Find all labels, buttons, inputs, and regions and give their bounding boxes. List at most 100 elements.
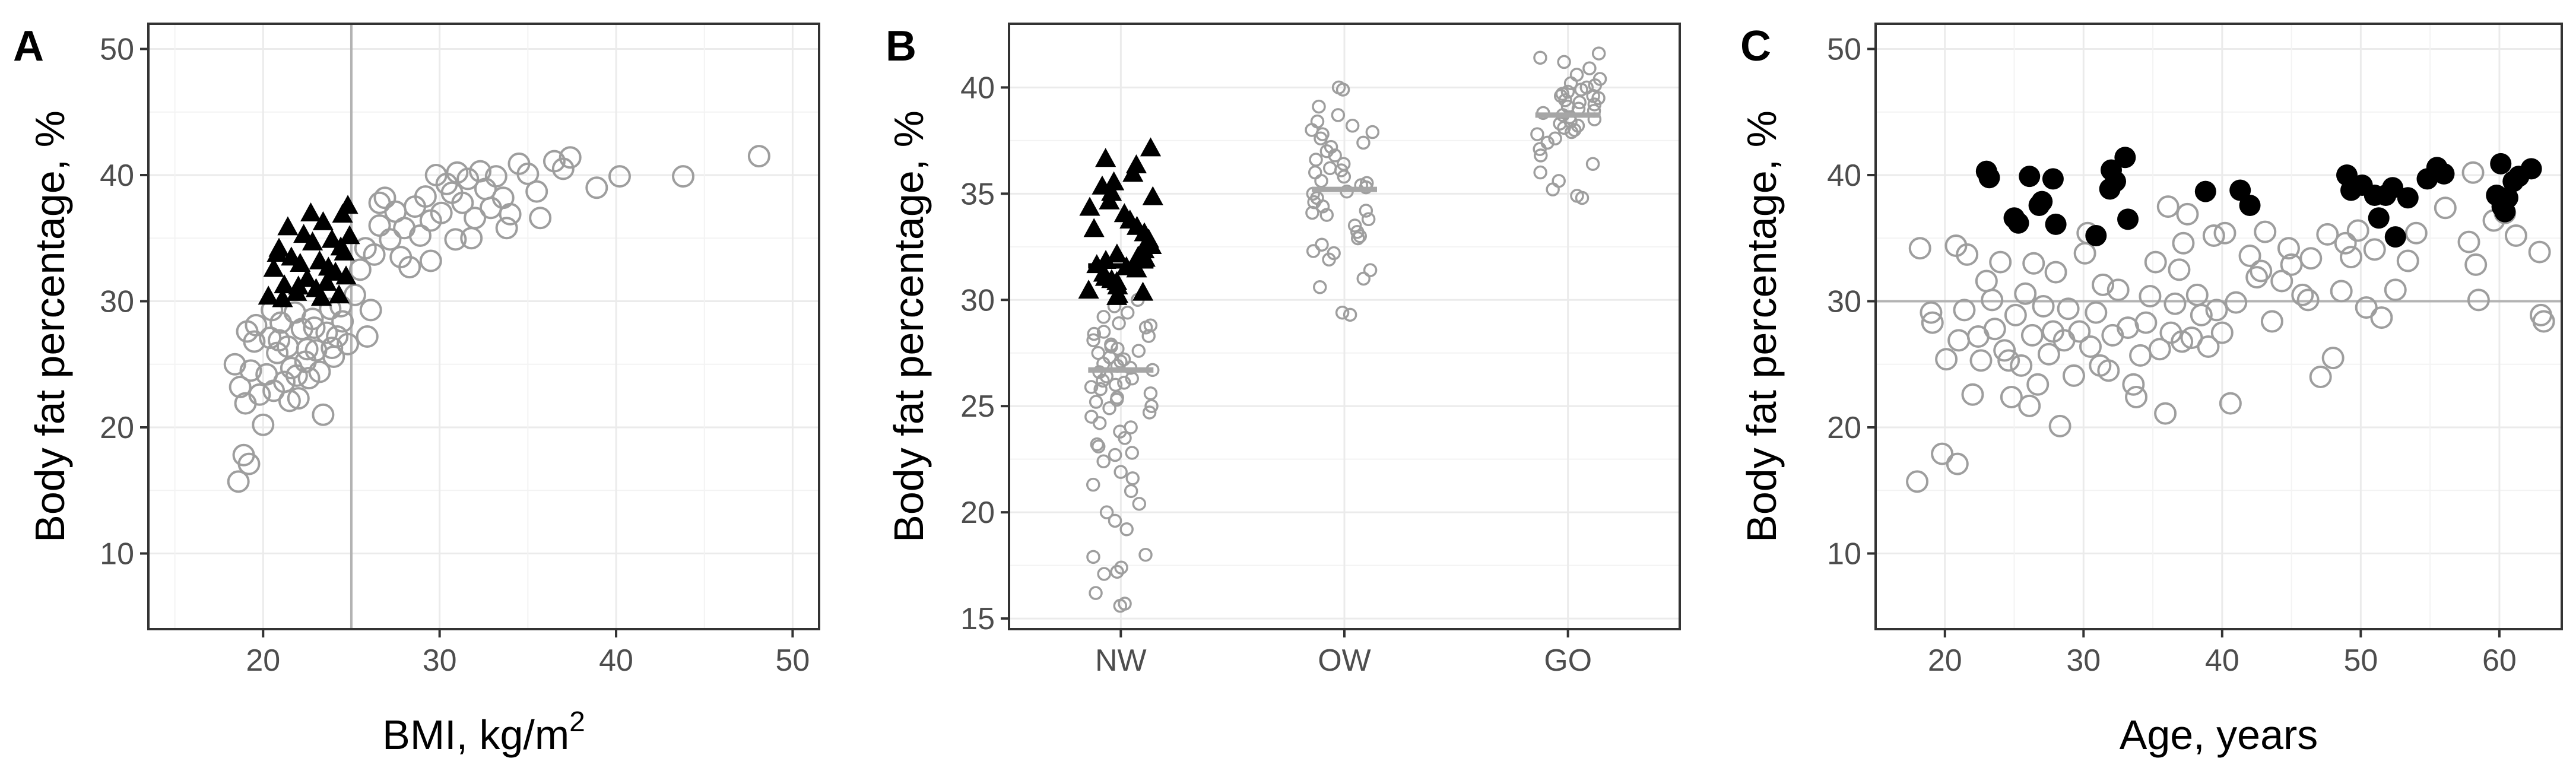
data-point-circle bbox=[1086, 550, 1100, 564]
data-point-triangle bbox=[330, 236, 351, 256]
data-point-dot bbox=[2045, 213, 2067, 235]
data-point-circle bbox=[2139, 285, 2162, 307]
data-point-circle bbox=[239, 359, 262, 382]
data-point-circle bbox=[1356, 271, 1371, 286]
data-point-triangle bbox=[274, 274, 295, 294]
data-point-circle bbox=[1086, 477, 1100, 492]
data-point-circle bbox=[585, 176, 608, 199]
data-point-circle bbox=[308, 360, 331, 383]
x-tick-label: 50 bbox=[2343, 643, 2378, 678]
data-point-dot bbox=[2368, 207, 2390, 229]
y-tick-label: 40 bbox=[100, 158, 134, 193]
data-point-circle bbox=[2291, 283, 2314, 306]
data-point-circle bbox=[2171, 330, 2194, 353]
data-point-circle bbox=[2134, 311, 2158, 334]
data-point-circle bbox=[1319, 144, 1334, 158]
data-point-dot bbox=[2384, 226, 2406, 248]
data-point-triangle bbox=[1125, 154, 1147, 173]
data-point-circle bbox=[2504, 224, 2527, 247]
data-point-circle bbox=[419, 249, 442, 272]
panel-c-y-axis-title: Body fat percentage, % bbox=[1739, 110, 1785, 542]
data-point-circle bbox=[398, 256, 421, 279]
data-point-dot bbox=[2490, 153, 2512, 174]
data-point-circle bbox=[2026, 373, 2050, 396]
data-point-circle bbox=[456, 167, 480, 191]
data-point-circle bbox=[1579, 80, 1594, 95]
data-point-circle bbox=[1356, 135, 1371, 150]
data-point-circle bbox=[2068, 320, 2091, 343]
data-point-circle bbox=[484, 165, 507, 188]
x-tick-label: 50 bbox=[775, 643, 810, 678]
data-point-triangle bbox=[1142, 186, 1163, 205]
panel-b-tag: B bbox=[886, 23, 916, 70]
data-point-circle bbox=[1361, 212, 1376, 227]
data-point-dot bbox=[2042, 168, 2064, 190]
data-point-circle bbox=[1120, 305, 1135, 320]
data-point-circle bbox=[2464, 253, 2488, 276]
data-point-circle bbox=[1319, 208, 1334, 222]
data-point-circle bbox=[1956, 243, 1979, 266]
data-point-circle bbox=[379, 228, 402, 251]
data-point-circle bbox=[303, 316, 326, 340]
y-tick-label: 30 bbox=[1827, 285, 1861, 319]
data-point-triangle bbox=[1101, 182, 1122, 201]
panel-c-y-ticks: 10 20 30 40 50 bbox=[1827, 33, 1876, 572]
data-point-circle bbox=[2396, 249, 2419, 272]
data-point-circle bbox=[1591, 46, 1606, 61]
data-point-circle bbox=[2254, 220, 2277, 243]
data-point-dot bbox=[2019, 166, 2041, 188]
panel-b-grid bbox=[1009, 24, 1680, 629]
data-point-circle bbox=[2107, 278, 2130, 302]
data-point-circle bbox=[2225, 291, 2248, 314]
data-point-circle bbox=[2384, 278, 2407, 302]
y-tick-label: 30 bbox=[960, 283, 995, 318]
data-point-circle bbox=[1931, 442, 1954, 465]
data-point-circle bbox=[337, 332, 360, 356]
data-point-circle bbox=[1102, 401, 1116, 415]
data-point-circle bbox=[2340, 246, 2363, 269]
data-point-circle bbox=[343, 283, 366, 306]
panel-b-mean-bars bbox=[1088, 112, 1601, 373]
data-point-circle bbox=[559, 146, 582, 169]
data-point-triangle bbox=[1106, 243, 1128, 263]
data-point-dot bbox=[2105, 170, 2127, 192]
y-tick-label: 15 bbox=[960, 602, 995, 636]
data-point-dot bbox=[2239, 195, 2261, 216]
data-point-dot bbox=[2114, 147, 2136, 169]
data-point-circle bbox=[1961, 383, 1984, 406]
data-point-triangle bbox=[310, 287, 332, 306]
data-point-circle bbox=[1993, 339, 2016, 362]
data-point-circle bbox=[1305, 205, 1319, 220]
data-point-triangle bbox=[1078, 280, 1099, 299]
data-point-circle bbox=[2404, 221, 2428, 245]
data-point-triangle bbox=[1103, 171, 1125, 191]
data-point-circle bbox=[464, 207, 487, 230]
data-point-triangle bbox=[263, 258, 284, 277]
data-point-circle bbox=[1309, 153, 1323, 167]
y-tick-label: 35 bbox=[960, 177, 995, 211]
x-tick-label: OW bbox=[1318, 643, 1371, 678]
data-point-triangle bbox=[288, 275, 309, 295]
panel-a-x-ticks: 20 30 40 50 bbox=[246, 629, 810, 678]
data-point-circle bbox=[1097, 567, 1111, 581]
data-point-circle bbox=[2014, 282, 2037, 305]
data-point-circle bbox=[2091, 273, 2114, 296]
data-point-dot bbox=[1978, 167, 2000, 189]
x-tick-label: GO bbox=[1544, 643, 1592, 678]
x-tick-label: NW bbox=[1095, 643, 1147, 678]
y-tick-label: 40 bbox=[1827, 158, 1861, 193]
data-point-triangle bbox=[318, 256, 339, 276]
panel-b: B NW OW GO 15 20 25 30 35 40 Body fat percentag… bbox=[886, 23, 1681, 678]
data-point-circle bbox=[2041, 320, 2064, 343]
data-point-circle bbox=[1946, 452, 1969, 475]
data-point-circle bbox=[1981, 288, 2004, 312]
data-point-circle bbox=[2154, 402, 2177, 425]
data-point-circle bbox=[2190, 303, 2213, 326]
data-point-circle bbox=[2532, 310, 2555, 333]
data-point-circle bbox=[1087, 326, 1102, 341]
data-point-circle bbox=[2020, 323, 2044, 347]
data-point-dot bbox=[2085, 225, 2107, 246]
data-point-circle bbox=[495, 217, 518, 240]
data-point-circle bbox=[2004, 303, 2027, 326]
